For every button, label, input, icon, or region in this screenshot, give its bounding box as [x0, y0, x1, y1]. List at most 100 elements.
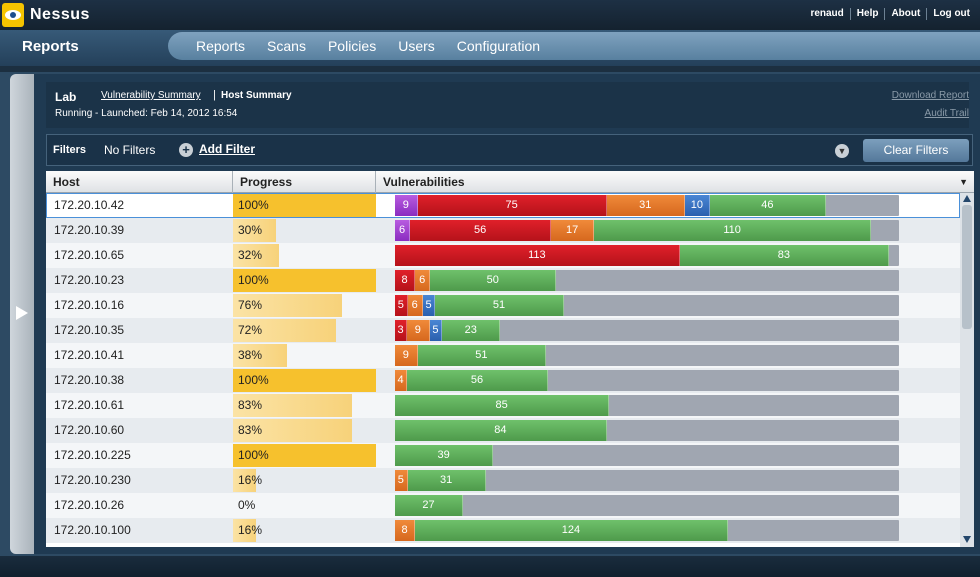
add-filter-icon[interactable]: + [179, 143, 193, 157]
vuln-segment-low[interactable]: 5 [429, 320, 443, 341]
table-row[interactable]: 172.20.10.16 76% 5 6 5 51 [46, 293, 960, 318]
vuln-segment-info[interactable]: 110 [594, 220, 872, 241]
vuln-segment-info[interactable]: 84 [395, 420, 607, 441]
vuln-segment-medium[interactable]: 4 [395, 370, 407, 391]
vuln-segment-high[interactable]: 3 [395, 320, 407, 341]
vuln-segment-info[interactable]: 31 [407, 470, 486, 491]
vulnerability-bar[interactable]: 4 56 [395, 370, 899, 391]
nav-tab-policies[interactable]: Policies [327, 38, 377, 54]
table-row[interactable]: 172.20.10.225 100% 39 [46, 443, 960, 468]
vuln-segment-info[interactable]: 83 [679, 245, 889, 266]
vuln-segment-high[interactable]: 113 [395, 245, 680, 266]
vuln-segment-info[interactable]: 46 [709, 195, 826, 216]
scroll-up-icon[interactable] [963, 195, 971, 202]
sort-dropdown-icon[interactable]: ▼ [959, 177, 968, 187]
vuln-segment-info[interactable]: 27 [395, 495, 464, 516]
about-link[interactable]: About [884, 8, 926, 20]
progress-bar-fill [233, 419, 352, 442]
progress-value: 38% [238, 348, 263, 362]
vuln-segment-medium[interactable]: 6 [415, 270, 431, 291]
username-link[interactable]: renaud [810, 8, 844, 19]
table-row[interactable]: 172.20.10.60 83% 84 [46, 418, 960, 443]
vulnerability-bar[interactable]: 27 [395, 495, 899, 516]
vuln-segment-medium[interactable]: 8 [395, 520, 416, 541]
vuln-segment-high[interactable]: 75 [417, 195, 607, 216]
progress-value: 72% [238, 323, 263, 337]
vuln-segment-info[interactable]: 23 [442, 320, 501, 341]
download-report-link[interactable]: Download Report [891, 90, 969, 101]
vuln-segment-medium[interactable]: 9 [407, 320, 430, 341]
vuln-segment-info[interactable]: 39 [395, 445, 494, 466]
vulnerability-bar[interactable]: 6 56 17 110 [395, 220, 899, 241]
vulnerability-bar[interactable]: 8 6 50 [395, 270, 899, 291]
add-filter-link[interactable]: Add Filter [199, 142, 255, 156]
audit-trail-link[interactable]: Audit Trail [924, 108, 969, 119]
vertical-scrollbar[interactable] [960, 193, 974, 547]
table-row[interactable]: 172.20.10.35 72% 3 9 5 23 [46, 318, 960, 343]
vulnerability-bar[interactable]: 39 [395, 445, 899, 466]
nav-tab-users[interactable]: Users [398, 38, 435, 54]
vuln-segment-high[interactable]: 5 [395, 295, 408, 316]
table-row[interactable]: 172.20.10.38 100% 4 56 [46, 368, 960, 393]
vuln-segment-low[interactable]: 10 [684, 195, 710, 216]
table-row[interactable]: 172.20.10.42 100% 9 75 31 10 46 [46, 193, 960, 218]
vulnerability-bar[interactable]: 5 6 5 51 [395, 295, 899, 316]
nav-tab-reports[interactable]: Reports [196, 38, 246, 54]
vulnerability-bar[interactable]: 3 9 5 23 [395, 320, 899, 341]
vuln-segment-high[interactable]: 56 [410, 220, 552, 241]
table-row[interactable]: 172.20.10.41 38% 9 51 [46, 343, 960, 368]
vulnerability-bar[interactable]: 84 [395, 420, 899, 441]
vulnerability-bar[interactable]: 9 75 31 10 46 [395, 195, 899, 216]
scan-status: Running - Launched: Feb 14, 2012 16:54 [55, 108, 238, 119]
vulnerability-bar[interactable]: 113 83 [395, 245, 899, 266]
vulnerability-bar[interactable]: 9 51 [395, 345, 899, 366]
table-row[interactable]: 172.20.10.39 30% 6 56 17 110 [46, 218, 960, 243]
table-row[interactable]: 172.20.10.100 16% 8 124 [46, 518, 960, 543]
vuln-segment-critical[interactable]: 6 [395, 220, 411, 241]
vulnerability-bar[interactable]: 5 31 [395, 470, 899, 491]
vuln-segment-medium[interactable]: 5 [395, 470, 408, 491]
vuln-segment-info[interactable]: 51 [435, 295, 564, 316]
vuln-segment-critical[interactable]: 9 [395, 195, 418, 216]
clear-filters-button[interactable]: Clear Filters [863, 139, 969, 162]
table-row[interactable]: 172.20.10.61 83% 85 [46, 393, 960, 418]
table-row[interactable]: 172.20.10.23 100% 8 6 50 [46, 268, 960, 293]
vulnerability-bar[interactable]: 85 [395, 395, 899, 416]
vuln-segment-medium[interactable]: 9 [395, 345, 418, 366]
vuln-segment-medium[interactable]: 6 [407, 295, 423, 316]
nav-tab-configuration[interactable]: Configuration [456, 38, 541, 54]
vuln-segment-medium[interactable]: 17 [551, 220, 595, 241]
progress-bar-fill [233, 344, 288, 367]
vulnerability-bar[interactable]: 8 124 [395, 520, 899, 541]
vuln-segment-info[interactable]: 50 [430, 270, 557, 291]
nessus-logo[interactable]: Nessus [0, 0, 90, 30]
vuln-segment-high[interactable]: 8 [395, 270, 416, 291]
vuln-segment-info[interactable]: 85 [395, 395, 610, 416]
host-cell: 172.20.10.42 [54, 198, 125, 212]
table-body: 172.20.10.42 100% 9 75 31 10 46 172.20.10.39 30%… [46, 193, 960, 543]
nav-tab-scans[interactable]: Scans [267, 38, 306, 54]
vuln-segment-medium[interactable]: 31 [606, 195, 685, 216]
progress-value: 83% [238, 398, 263, 412]
scroll-thumb[interactable] [962, 205, 972, 329]
vuln-segment-low[interactable]: 5 [422, 295, 436, 316]
column-progress[interactable]: Progress [233, 171, 376, 193]
help-link[interactable]: Help [849, 8, 885, 20]
vuln-segment-info[interactable]: 51 [417, 345, 547, 366]
progress-cell: 76% [233, 294, 376, 317]
expand-arrow-icon[interactable] [16, 306, 28, 320]
vulnerability-summary-link[interactable]: Vulnerability Summary [101, 90, 201, 101]
logout-link[interactable]: Log out [926, 8, 976, 20]
progress-bar-fill [233, 269, 376, 292]
vuln-segment-info[interactable]: 124 [415, 520, 728, 541]
column-vulnerabilities[interactable]: Vulnerabilities ▼ [376, 171, 974, 193]
progress-bar-fill [233, 219, 276, 242]
table-row[interactable]: 172.20.10.26 0% 27 [46, 493, 960, 518]
table-row[interactable]: 172.20.10.65 32% 113 83 [46, 243, 960, 268]
collapsed-sidebar[interactable] [10, 74, 34, 554]
vuln-segment-info[interactable]: 56 [407, 370, 549, 391]
scroll-down-icon[interactable] [963, 536, 971, 543]
column-host[interactable]: Host [46, 171, 233, 193]
table-row[interactable]: 172.20.10.230 16% 5 31 [46, 468, 960, 493]
chevron-down-icon[interactable]: ▼ [835, 144, 849, 158]
